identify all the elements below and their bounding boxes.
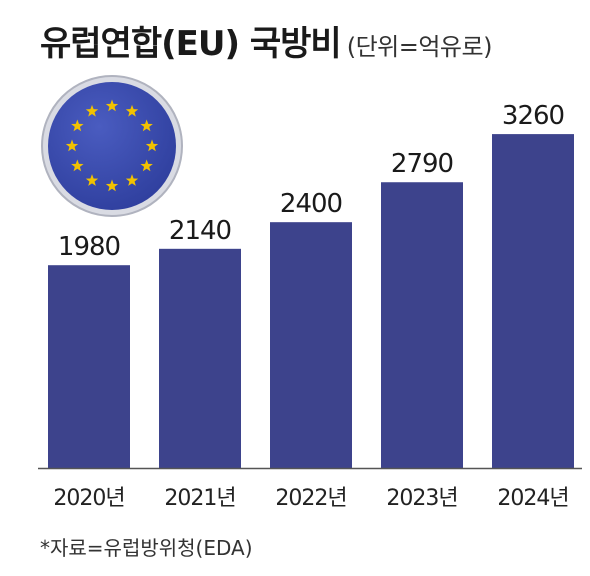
eu-flag-star-icon — [85, 174, 99, 186]
bar-value-label: 3260 — [502, 101, 564, 131]
category-label: 2024년 — [497, 486, 568, 511]
bar-value-label: 2790 — [391, 149, 453, 179]
bar-value-label: 2400 — [280, 189, 342, 219]
category-label: 2020년 — [53, 486, 124, 511]
bar-value-label: 2140 — [169, 216, 231, 246]
bar — [48, 265, 130, 468]
category-label: 2021년 — [164, 486, 235, 511]
eu-flag-icon — [48, 82, 176, 210]
eu-flag-star-icon — [125, 104, 139, 117]
category-label: 2022년 — [275, 486, 346, 511]
category-label: 2023년 — [386, 486, 457, 511]
bar — [492, 134, 574, 468]
source-note: *자료=유럽방위청(EDA) — [40, 536, 253, 560]
eu-flag-star-icon — [125, 174, 139, 186]
chart-unit: (단위=억유로) — [346, 33, 493, 61]
bar-value-label: 1980 — [58, 232, 120, 262]
eu-flag-star-icon — [71, 119, 84, 132]
eu-flag-star-icon — [145, 139, 159, 152]
eu-flag-star-icon — [65, 139, 79, 152]
bar — [159, 248, 241, 468]
eu-flag-star-icon — [71, 159, 84, 172]
bar — [270, 222, 352, 468]
bar — [381, 182, 463, 468]
eu-flag-star-icon — [85, 104, 99, 117]
eu-flag-star-icon — [140, 119, 153, 132]
eu-flag-star-icon — [105, 179, 119, 192]
eu-flag-star-icon — [140, 159, 153, 172]
chart-title: 유럽연합(EU) 국방비 (단위=억유로) — [40, 16, 492, 65]
chart-title-text: 유럽연합(EU) 국방비 — [40, 24, 342, 64]
eu-flag-star-icon — [105, 99, 119, 112]
